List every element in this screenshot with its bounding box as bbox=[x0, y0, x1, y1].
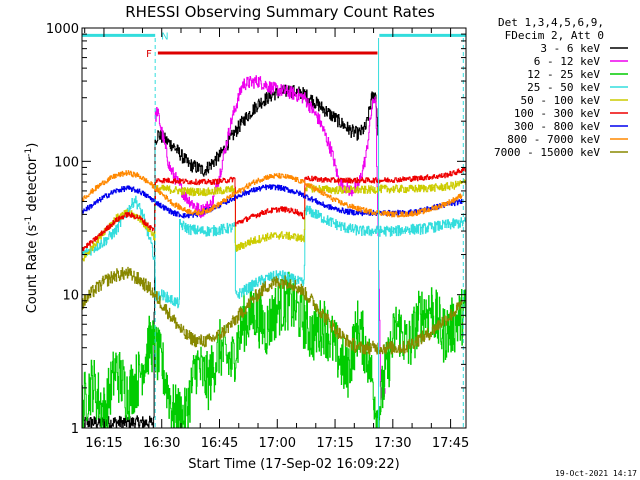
series-line-5 bbox=[82, 167, 466, 252]
y-tick-label: 1000 bbox=[46, 22, 79, 37]
x-tick-label: 17:00 bbox=[259, 436, 296, 451]
legend-label: 25 - 50 keV bbox=[527, 81, 600, 94]
y-tick-label: 10 bbox=[62, 289, 79, 304]
x-axis: 16:15 16:30 16:45 17:00 17:15 17:30 17:45 bbox=[84, 28, 469, 451]
x-tick-label: 17:45 bbox=[432, 436, 469, 451]
flag-label-F: F bbox=[146, 49, 152, 60]
legend-header-line1: Det 1,3,4,5,6,9, bbox=[498, 16, 604, 29]
y-axis: 1 10 100 1000 bbox=[46, 22, 466, 437]
x-tick-label: 17:15 bbox=[316, 436, 353, 451]
series-line-4 bbox=[82, 179, 466, 262]
marker-layer: FN bbox=[82, 31, 466, 428]
series-line-8 bbox=[82, 266, 463, 355]
legend-label: 800 - 7000 keV bbox=[507, 133, 600, 146]
x-tick-label: 16:45 bbox=[201, 436, 238, 451]
series-line-7 bbox=[82, 170, 463, 218]
legend-label: 3 - 6 keV bbox=[540, 42, 600, 55]
legend-header-line2: FDecim 2, Att 0 bbox=[505, 29, 604, 42]
flag-label-N: N bbox=[161, 31, 168, 42]
x-tick-label: 16:30 bbox=[143, 436, 180, 451]
y-tick-label: 100 bbox=[54, 155, 79, 170]
series-line-2 bbox=[82, 271, 466, 428]
legend-label: 12 - 25 keV bbox=[527, 68, 600, 81]
legend-label: 50 - 100 keV bbox=[521, 94, 601, 107]
series-line-0 bbox=[82, 84, 379, 428]
legend: Det 1,3,4,5,6,9, FDecim 2, Att 0 3 - 6 k… bbox=[494, 16, 628, 159]
x-tick-label: 16:15 bbox=[85, 436, 122, 451]
series-layer bbox=[82, 75, 466, 428]
y-axis-label: Count Rate (s-1 detector-1) bbox=[24, 143, 40, 314]
generation-timestamp: 19-Oct-2021 14:17 bbox=[555, 469, 637, 478]
x-axis-label: Start Time (17-Sep-02 16:09:22) bbox=[188, 457, 399, 472]
y-tick-label: 1 bbox=[71, 422, 79, 437]
plot-frame bbox=[81, 27, 467, 429]
chart-title: RHESSI Observing Summary Count Rates bbox=[125, 3, 435, 21]
legend-label: 300 - 800 keV bbox=[514, 120, 600, 133]
x-tick-label: 17:30 bbox=[374, 436, 411, 451]
legend-label: 7000 - 15000 keV bbox=[494, 146, 600, 159]
legend-label: 6 - 12 keV bbox=[534, 55, 601, 68]
legend-label: 100 - 300 keV bbox=[514, 107, 600, 120]
